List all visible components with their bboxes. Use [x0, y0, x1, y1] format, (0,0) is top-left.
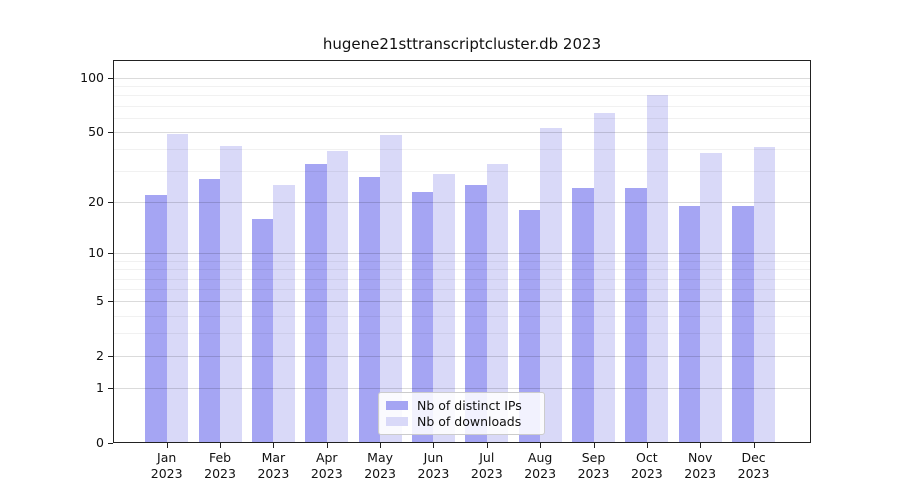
- y-tick-mark-20: [108, 202, 113, 204]
- y-tick-mark-10: [108, 253, 113, 255]
- bar-distinct-ips-may: [358, 176, 381, 443]
- y-tick-mark-1: [108, 388, 113, 390]
- y-tick-mark-50: [108, 132, 113, 134]
- bar-downloads-dec: [753, 147, 776, 443]
- minor-gridline-80: [113, 95, 811, 97]
- x-tick-mark-apr: [326, 443, 328, 448]
- bar-distinct-ips-mar: [251, 218, 274, 443]
- minor-gridline-3: [113, 333, 811, 335]
- y-tick-label-50: 50: [88, 124, 104, 140]
- bar-distinct-ips-dec: [732, 206, 754, 443]
- x-tick-label-dec: Dec 2023: [737, 450, 770, 481]
- bar-distinct-ips-jun: [411, 191, 434, 443]
- x-tick-label-oct: Oct 2023: [630, 450, 663, 481]
- bar-downloads-jan: [166, 133, 189, 443]
- x-tick-mark-feb: [220, 443, 222, 448]
- legend: Nb of distinct IPs Nb of downloads: [378, 392, 545, 435]
- bar-downloads-aug: [540, 127, 562, 443]
- minor-gridline-60: [113, 117, 811, 119]
- x-tick-mark-nov: [700, 443, 702, 448]
- minor-gridline-30: [113, 171, 811, 173]
- major-gridline-50: [113, 132, 811, 134]
- x-tick-label-may: May 2023: [364, 450, 396, 481]
- x-tick-mark-oct: [646, 443, 648, 448]
- x-tick-label-feb: Feb 2023: [204, 450, 236, 481]
- y-tick-label-1: 1: [96, 380, 104, 396]
- x-tick-mark-jan: [166, 443, 168, 448]
- x-tick-mark-may: [380, 443, 382, 448]
- minor-gridline-4: [113, 315, 811, 317]
- plot-area: [113, 60, 811, 443]
- bar-downloads-sep: [593, 112, 615, 443]
- x-tick-label-jul: Jul 2023: [470, 450, 503, 481]
- minor-gridline-7: [113, 278, 811, 280]
- minor-gridline-9: [113, 260, 811, 262]
- y-tick-label-10: 10: [88, 245, 104, 261]
- legend-label-distinct-ips: Nb of distinct IPs: [417, 397, 522, 413]
- chart-title: hugene21sttranscriptcluster.db 2023: [322, 35, 602, 53]
- bar-distinct-ips-feb: [198, 179, 221, 443]
- legend-row-distinct-ips: Nb of distinct IPs: [386, 397, 536, 414]
- major-gridline-20: [113, 202, 811, 204]
- major-gridline-2: [113, 356, 811, 358]
- minor-gridline-70: [113, 105, 811, 107]
- x-tick-label-jan: Jan 2023: [150, 450, 183, 481]
- legend-swatch-distinct-ips: [386, 400, 408, 410]
- bar-distinct-ips-nov: [678, 206, 701, 443]
- bar-downloads-mar: [273, 185, 295, 443]
- x-tick-label-jun: Jun 2023: [417, 450, 450, 481]
- x-tick-label-nov: Nov 2023: [684, 450, 717, 481]
- legend-row-downloads: Nb of downloads: [386, 414, 536, 431]
- major-gridline-10: [113, 253, 811, 255]
- x-tick-label-apr: Apr 2023: [310, 450, 343, 481]
- major-gridline-5: [113, 301, 811, 303]
- x-tick-mark-sep: [593, 443, 595, 448]
- y-tick-label-20: 20: [88, 194, 104, 210]
- bar-distinct-ips-sep: [572, 188, 594, 443]
- bar-downloads-feb: [220, 145, 242, 443]
- major-gridline-100: [113, 78, 811, 79]
- bar-downloads-nov: [700, 153, 722, 443]
- x-tick-mark-jul: [486, 443, 488, 448]
- legend-swatch-downloads: [386, 417, 408, 427]
- x-tick-mark-dec: [753, 443, 755, 448]
- y-tick-mark-0: [108, 443, 113, 444]
- minor-gridline-90: [113, 86, 811, 88]
- x-tick-label-sep: Sep 2023: [577, 450, 610, 481]
- major-gridline-1: [113, 388, 811, 390]
- y-tick-label-2: 2: [96, 348, 104, 364]
- y-tick-label-100: 100: [80, 70, 104, 85]
- bar-distinct-ips-jan: [145, 195, 167, 443]
- bar-distinct-ips-jul: [465, 185, 487, 443]
- minor-gridline-8: [113, 269, 811, 271]
- y-tick-mark-100: [108, 78, 113, 79]
- x-tick-label-aug: Aug 2023: [524, 450, 557, 481]
- y-tick-mark-5: [108, 301, 113, 303]
- bar-downloads-jul: [486, 164, 509, 443]
- x-tick-mark-aug: [540, 443, 542, 448]
- minor-gridline-40: [113, 149, 811, 151]
- x-tick-mark-mar: [273, 443, 275, 448]
- y-tick-label-0: 0: [96, 435, 104, 450]
- bar-downloads-oct: [646, 95, 669, 443]
- bar-distinct-ips-oct: [625, 188, 647, 443]
- bar-downloads-apr: [326, 151, 349, 443]
- bar-downloads-may: [380, 135, 402, 443]
- minor-gridline-6: [113, 289, 811, 291]
- x-tick-mark-jun: [433, 443, 435, 448]
- y-tick-mark-2: [108, 356, 113, 358]
- bar-distinct-ips-apr: [305, 164, 327, 443]
- y-tick-label-5: 5: [96, 293, 104, 309]
- bar-distinct-ips-aug: [518, 210, 541, 443]
- bar-downloads-jun: [433, 174, 455, 443]
- legend-label-downloads: Nb of downloads: [417, 414, 522, 430]
- x-tick-label-mar: Mar 2023: [257, 450, 290, 481]
